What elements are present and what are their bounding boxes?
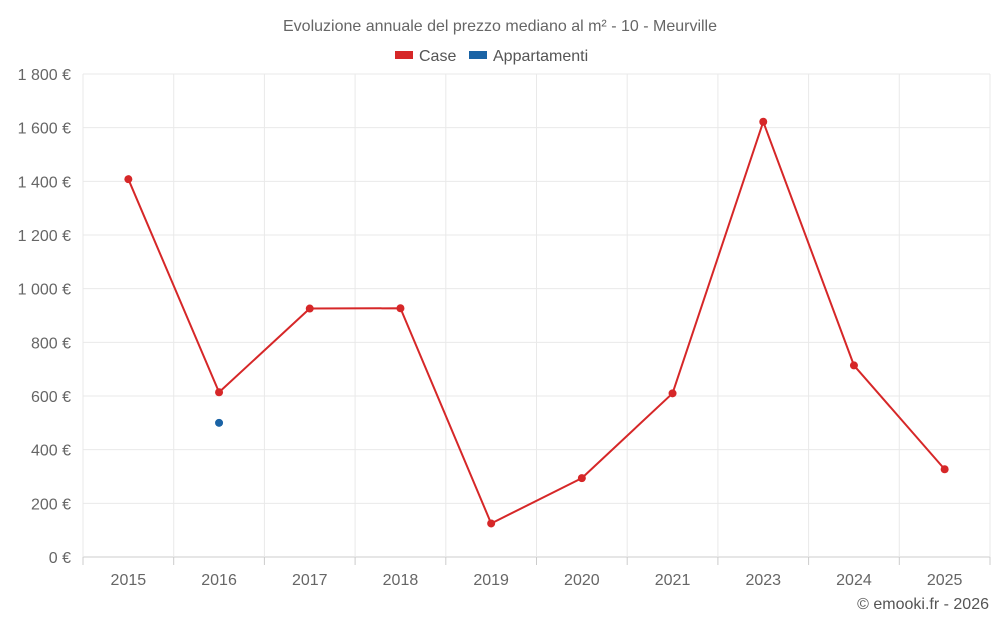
x-tick-label: 2018 [383, 572, 419, 589]
credit-text: © emooki.fr - 2026 [857, 596, 989, 613]
axes: 0 € 200 € 400 € 600 € 800 € 1 000 € 1 200 € 1 4… [18, 67, 991, 589]
legend-item-appartamenti[interactable]: Appartamenti [469, 48, 588, 65]
grid [82, 73, 991, 558]
y-tick-label: 0 € [49, 550, 71, 567]
legend-item-case[interactable]: Case [395, 48, 456, 65]
y-tick-label: 1 200 € [18, 228, 71, 245]
x-tick-label: 2020 [564, 572, 600, 589]
y-tick-label: 1 000 € [18, 282, 71, 299]
chart-title: Evoluzione annuale del prezzo mediano al… [283, 18, 717, 35]
data-point-case [940, 465, 949, 474]
y-tick-label: 800 € [31, 335, 71, 352]
data-point-case [124, 175, 133, 184]
data-point-case [396, 304, 405, 313]
x-tick-label: 2021 [655, 572, 691, 589]
y-tick-label: 400 € [31, 443, 71, 460]
x-tick-label: 2024 [836, 572, 872, 589]
y-tick-label: 600 € [31, 389, 71, 406]
series-line-case [127, 120, 946, 525]
legend-label-appartamenti: Appartamenti [493, 48, 588, 65]
data-point-case [759, 117, 768, 126]
legend-label-case: Case [419, 48, 456, 65]
legend-swatch-appartamenti [469, 51, 487, 59]
x-tick-label: 2017 [292, 572, 328, 589]
legend: Case Appartamenti [395, 48, 588, 65]
data-point-case [577, 474, 586, 483]
data-point-case [487, 519, 496, 528]
y-tick-label: 200 € [31, 496, 71, 513]
data-point-case [305, 304, 314, 313]
x-tick-label: 2025 [927, 572, 963, 589]
data-point-case [215, 388, 224, 397]
data-point-case [849, 361, 858, 370]
x-tick-label: 2023 [745, 572, 781, 589]
data-point-appartamenti [215, 418, 224, 427]
y-tick-label: 1 400 € [18, 174, 71, 191]
y-tick-label: 1 800 € [18, 67, 71, 84]
data-point-case [668, 389, 677, 398]
legend-swatch-case [395, 51, 413, 59]
x-tick-label: 2016 [201, 572, 237, 589]
y-tick-label: 1 600 € [18, 121, 71, 138]
series-layer [124, 117, 949, 528]
x-tick-label: 2015 [111, 572, 147, 589]
x-tick-label: 2019 [473, 572, 509, 589]
